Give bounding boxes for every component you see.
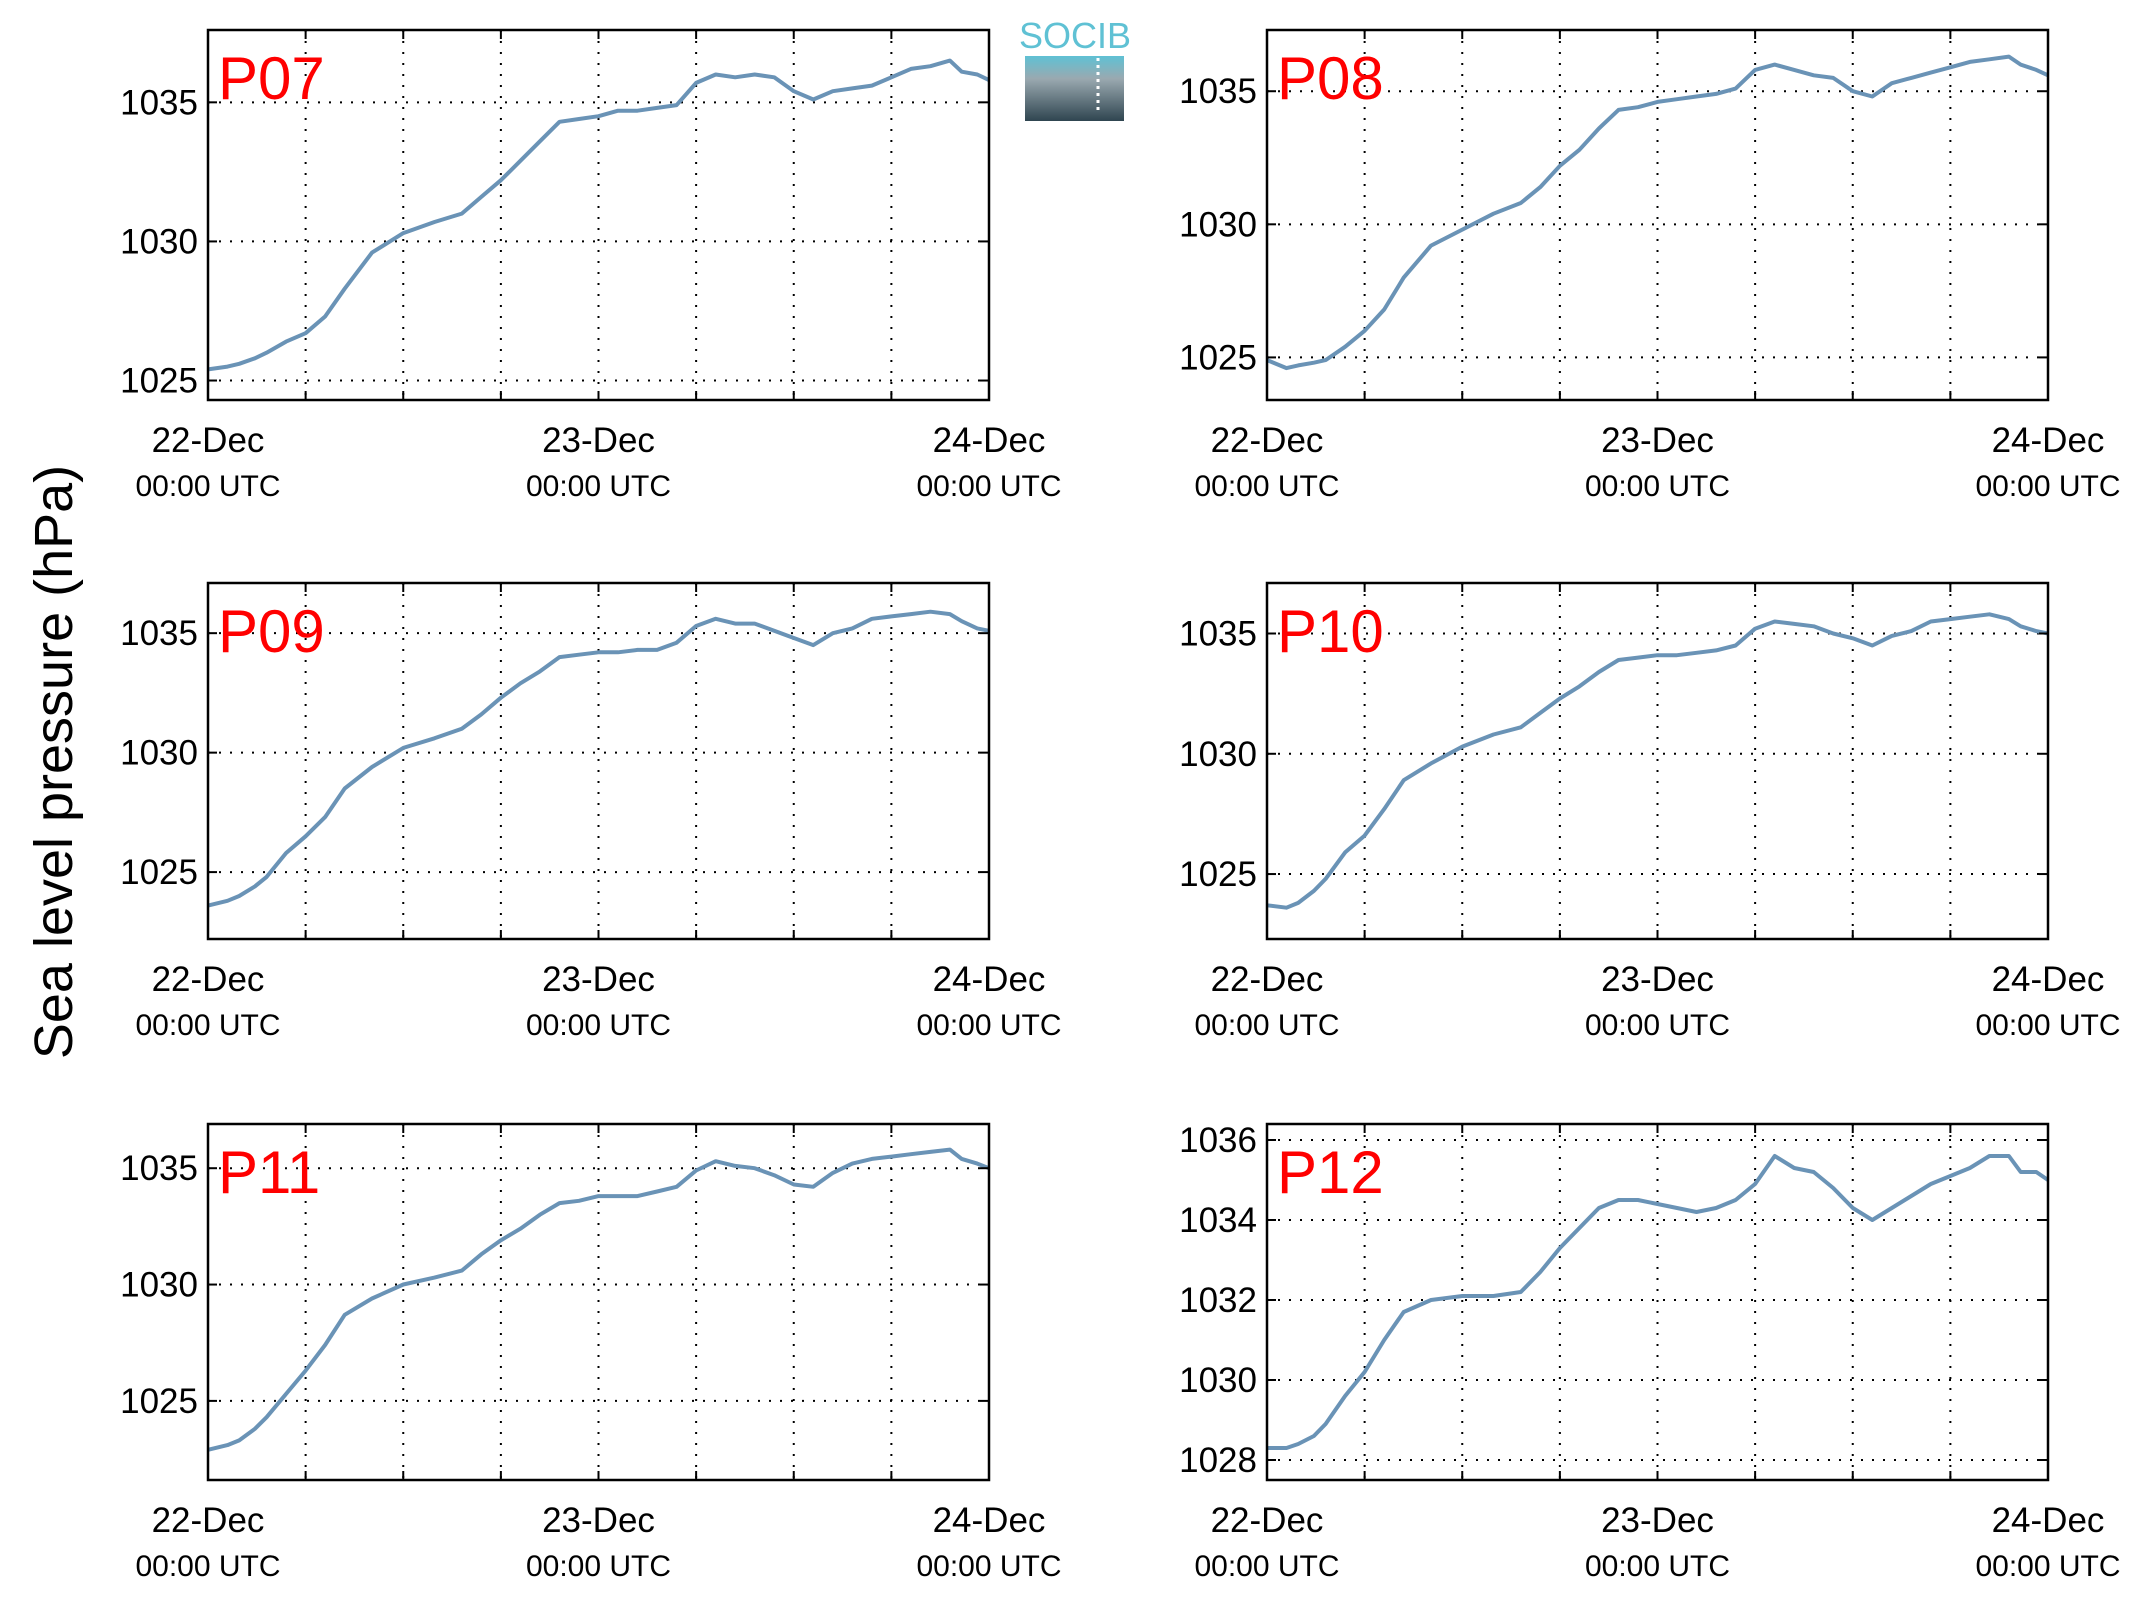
panel-label: P07	[218, 45, 325, 112]
x-tick-label: 22-Dec	[1211, 960, 1324, 999]
x-tick-label: 24-Dec	[933, 421, 1046, 460]
y-tick-label: 1028	[1179, 1441, 1257, 1480]
x-tick-sublabel: 00:00 UTC	[135, 1550, 280, 1583]
x-tick-label: 22-Dec	[152, 421, 265, 460]
x-tick-label: 23-Dec	[1601, 960, 1714, 999]
x-tick-sublabel: 00:00 UTC	[1194, 1550, 1339, 1583]
x-tick-sublabel: 00:00 UTC	[1975, 1009, 2120, 1042]
panels: 1025 1030 1035 22-Dec 00:00 UTC 23-Dec 00:00 U…	[120, 28, 2121, 1583]
x-tick-label: 24-Dec	[1992, 1501, 2105, 1540]
x-tick-sublabel: 00:00 UTC	[1975, 470, 2120, 503]
panel-label: P11	[218, 1139, 320, 1206]
x-tick-label: 22-Dec	[1211, 421, 1324, 460]
y-tick-label: 1025	[120, 853, 198, 892]
panel-p11: 1025 1030 1035 22-Dec 00:00 UTC 23-Dec 00:00 U…	[120, 1122, 1062, 1583]
y-tick-label: 1030	[1179, 205, 1257, 244]
x-tick-sublabel: 00:00 UTC	[1585, 470, 1730, 503]
x-tick-sublabel: 00:00 UTC	[1975, 1550, 2120, 1583]
y-tick-label: 1030	[120, 1266, 198, 1305]
x-tick-label: 22-Dec	[1211, 1501, 1324, 1540]
x-tick-sublabel: 00:00 UTC	[526, 1009, 671, 1042]
logo-text: SOCIB	[1019, 15, 1131, 56]
y-tick-label: 1035	[1179, 72, 1257, 111]
y-tick-label: 1025	[120, 1382, 198, 1421]
x-tick-sublabel: 00:00 UTC	[526, 470, 671, 503]
x-tick-label: 23-Dec	[1601, 421, 1714, 460]
y-tick-label: 1030	[120, 222, 198, 261]
x-tick-label: 23-Dec	[1601, 1501, 1714, 1540]
panel-label: P08	[1277, 45, 1384, 112]
x-tick-sublabel: 00:00 UTC	[135, 1009, 280, 1042]
x-tick-sublabel: 00:00 UTC	[1194, 470, 1339, 503]
x-tick-label: 23-Dec	[542, 960, 655, 999]
panel-label: P10	[1277, 598, 1384, 665]
socib-logo: SOCIB	[1019, 15, 1131, 121]
panel-p12: 1028 1030 1032 1034 1036 22-Dec 00:00 UTC 23-De…	[1179, 1121, 2120, 1583]
series-line-p12	[1267, 1154, 2050, 1450]
y-tick-label: 1036	[1179, 1121, 1257, 1160]
series-line-p07	[207, 58, 990, 372]
x-tick-sublabel: 00:00 UTC	[135, 470, 280, 503]
series-line-p11	[207, 1147, 990, 1452]
x-tick-label: 24-Dec	[1992, 421, 2105, 460]
y-tick-label: 1035	[120, 83, 198, 122]
x-tick-label: 22-Dec	[152, 1501, 265, 1540]
y-tick-label: 1025	[1179, 338, 1257, 377]
y-tick-label: 1035	[120, 614, 198, 653]
x-tick-label: 22-Dec	[152, 960, 265, 999]
panel-p08: 1025 1030 1035 22-Dec 00:00 UTC 23-Dec 00:00 U…	[1179, 28, 2121, 503]
x-tick-sublabel: 00:00 UTC	[526, 1550, 671, 1583]
panel-p09: 1025 1030 1035 22-Dec 00:00 UTC 23-Dec 00:00 U…	[120, 581, 1062, 1042]
panel-p10: 1025 1030 1035 22-Dec 00:00 UTC 23-Dec 00:00 U…	[1179, 581, 2121, 1042]
y-axis-label: Sea level pressure (hPa)	[24, 465, 84, 1059]
series-line-p09	[207, 609, 990, 908]
y-tick-label: 1035	[120, 1149, 198, 1188]
panel-label: P12	[1277, 1139, 1384, 1206]
y-tick-label: 1025	[120, 362, 198, 401]
x-tick-sublabel: 00:00 UTC	[916, 1550, 1061, 1583]
logo-block	[1025, 56, 1124, 121]
y-tick-label: 1030	[1179, 1361, 1257, 1400]
y-tick-label: 1035	[1179, 615, 1257, 654]
x-tick-sublabel: 00:00 UTC	[1194, 1009, 1339, 1042]
series-line-p08	[1266, 54, 2049, 371]
x-tick-label: 24-Dec	[1992, 960, 2105, 999]
y-tick-label: 1025	[1179, 855, 1257, 894]
x-tick-label: 23-Dec	[542, 421, 655, 460]
x-tick-sublabel: 00:00 UTC	[1585, 1009, 1730, 1042]
panel-p07: 1025 1030 1035 22-Dec 00:00 UTC 23-Dec 00:00 U…	[120, 28, 1062, 503]
x-tick-label: 24-Dec	[933, 960, 1046, 999]
y-tick-label: 1032	[1179, 1281, 1257, 1320]
series-line-p10	[1266, 612, 2049, 910]
y-tick-label: 1030	[1179, 735, 1257, 774]
y-tick-label: 1030	[120, 734, 198, 773]
x-tick-label: 23-Dec	[542, 1501, 655, 1540]
x-tick-sublabel: 00:00 UTC	[1585, 1550, 1730, 1583]
x-tick-label: 24-Dec	[933, 1501, 1046, 1540]
y-tick-label: 1034	[1179, 1201, 1257, 1240]
x-tick-sublabel: 00:00 UTC	[916, 1009, 1061, 1042]
panel-label: P09	[218, 598, 325, 665]
x-tick-sublabel: 00:00 UTC	[916, 470, 1061, 503]
